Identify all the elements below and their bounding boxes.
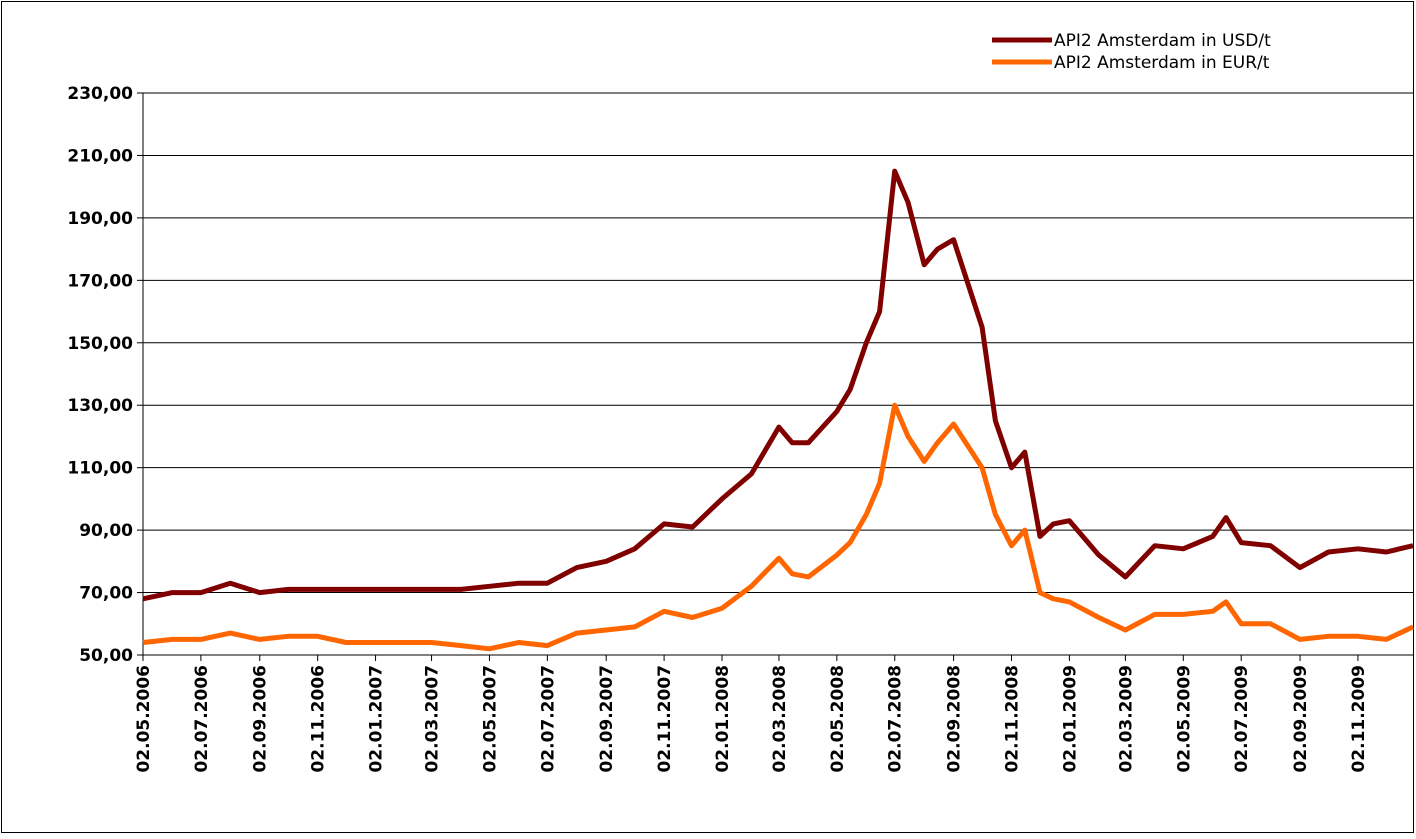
- y-tick-label: 190,00: [67, 209, 133, 229]
- x-tick-label: 02.05.2008: [828, 665, 848, 773]
- x-tick-label: 02.09.2008: [945, 665, 965, 773]
- y-tick-label: 210,00: [67, 146, 133, 166]
- y-tick-label: 150,00: [67, 334, 133, 354]
- x-tick-label: 02.07.2006: [192, 665, 212, 773]
- x-tick-label: 02.03.2008: [770, 665, 790, 773]
- x-tick-label: 02.11.2007: [655, 665, 675, 773]
- x-tick-label: 02.01.2008: [713, 665, 733, 773]
- y-tick-label: 130,00: [67, 396, 133, 416]
- x-tick-label: 02.01.2009: [1060, 665, 1080, 773]
- series-line: [142, 168, 1414, 602]
- y-tick-label: 50,00: [79, 646, 133, 666]
- y-tick-label: 170,00: [67, 271, 133, 291]
- legend-label: API2 Amsterdam in EUR/t: [1054, 53, 1270, 73]
- x-tick-label: 02.03.2007: [423, 665, 443, 773]
- x-tick-label: 02.01.2007: [367, 665, 387, 773]
- x-tick-label: 02.11.2009: [1349, 665, 1369, 773]
- x-tick-label: 02.07.2007: [538, 665, 558, 773]
- x-tick-label: 02.05.2007: [480, 665, 500, 773]
- x-tick-label: 02.05.2009: [1174, 665, 1194, 773]
- y-tick-label: 230,00: [67, 84, 133, 104]
- x-tick-label: 02.09.2009: [1291, 665, 1311, 773]
- y-tick-label: 110,00: [67, 459, 133, 479]
- y-tick-label: 90,00: [79, 521, 133, 541]
- series-line: [142, 402, 1415, 652]
- y-tick-label: 70,00: [79, 584, 133, 604]
- x-tick-label: 02.09.2007: [597, 665, 617, 773]
- x-tick-label: 02.11.2006: [309, 665, 329, 773]
- legend-label: API2 Amsterdam in USD/t: [1054, 31, 1271, 51]
- x-tick-label: 02.07.2008: [886, 665, 906, 773]
- x-tick-label: 02.11.2008: [1002, 665, 1022, 773]
- x-tick-label: 02.05.2006: [134, 665, 154, 773]
- x-tick-label: 02.03.2009: [1116, 665, 1136, 773]
- x-tick-label: 02.07.2009: [1232, 665, 1252, 773]
- x-tick-label: 02.09.2006: [251, 665, 271, 773]
